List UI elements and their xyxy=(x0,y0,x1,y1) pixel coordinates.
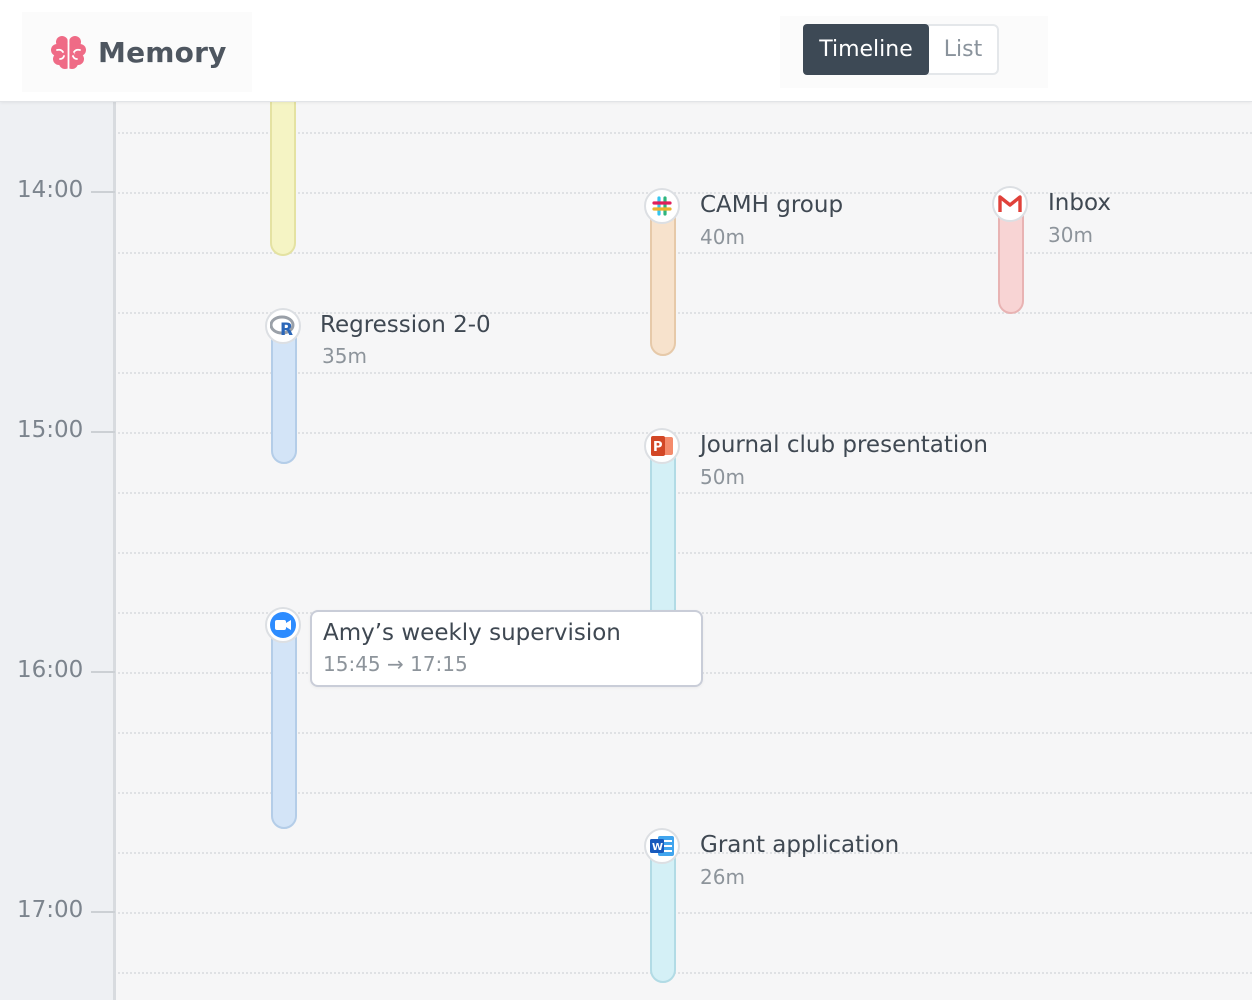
event-title[interactable]: Regression 2-0 xyxy=(320,312,491,338)
zoom-icon xyxy=(265,607,301,643)
time-tick xyxy=(91,911,115,913)
grid-line xyxy=(118,492,1252,494)
timeline-tab[interactable]: Timeline xyxy=(803,24,929,75)
app-name: Memory xyxy=(98,35,227,69)
powerpoint-icon: P xyxy=(644,428,680,464)
event-duration: 50m xyxy=(700,465,745,489)
grid-line xyxy=(118,192,1252,194)
grid-line xyxy=(118,912,1252,914)
list-tab[interactable]: List xyxy=(943,37,983,62)
event-bar-camh[interactable] xyxy=(650,206,676,356)
event-title[interactable]: Grant application xyxy=(700,832,900,858)
slack-icon xyxy=(644,188,680,224)
time-axis-divider xyxy=(113,102,116,1000)
app-header: Memory Timeline List xyxy=(0,0,1252,102)
svg-text:R: R xyxy=(280,320,293,337)
event-title[interactable]: Inbox xyxy=(1048,190,1111,216)
event-title[interactable]: CAMH group xyxy=(700,192,844,218)
view-toggle: Timeline List xyxy=(803,24,999,75)
word-icon: W xyxy=(644,828,680,864)
grid-line xyxy=(118,252,1252,254)
time-label-1500: 15:00 xyxy=(17,417,84,443)
event-bar-inbox[interactable] xyxy=(998,204,1024,314)
time-tick xyxy=(91,671,115,673)
gmail-icon xyxy=(992,186,1028,222)
time-label-1600: 16:00 xyxy=(17,657,84,683)
event-bar-grant[interactable] xyxy=(650,846,676,983)
time-tick xyxy=(91,191,115,193)
event-tooltip[interactable]: Amy’s weekly supervision 15:45 → 17:15 xyxy=(310,610,703,687)
event-bar-amy[interactable] xyxy=(271,625,297,829)
time-label-1700: 17:00 xyxy=(17,897,84,923)
time-axis xyxy=(0,102,113,1000)
brain-icon xyxy=(51,36,86,69)
grid-line xyxy=(118,732,1252,734)
grid-line xyxy=(118,312,1252,314)
event-duration: 26m xyxy=(700,865,745,889)
grid-line xyxy=(118,552,1252,554)
event-duration: 40m xyxy=(700,225,745,249)
grid-line xyxy=(118,972,1252,974)
grid-line xyxy=(118,372,1252,374)
grid-line xyxy=(118,852,1252,854)
tooltip-title: Amy’s weekly supervision xyxy=(323,620,621,646)
app-brand[interactable]: Memory xyxy=(22,12,252,92)
time-label-1400: 14:00 xyxy=(17,177,84,203)
grid-line xyxy=(118,792,1252,794)
event-duration: 35m xyxy=(322,344,367,368)
event-bar-untitled[interactable] xyxy=(270,86,296,256)
grid-line xyxy=(118,432,1252,434)
r-language-icon: R xyxy=(265,308,301,344)
svg-text:P: P xyxy=(653,440,663,455)
svg-text:W: W xyxy=(652,842,663,853)
tooltip-time-range: 15:45 → 17:15 xyxy=(323,652,468,676)
event-title[interactable]: Journal club presentation xyxy=(700,432,988,458)
event-bar-regression[interactable] xyxy=(271,326,297,464)
grid-line xyxy=(118,132,1252,134)
time-tick xyxy=(91,431,115,433)
event-duration: 30m xyxy=(1048,223,1093,247)
